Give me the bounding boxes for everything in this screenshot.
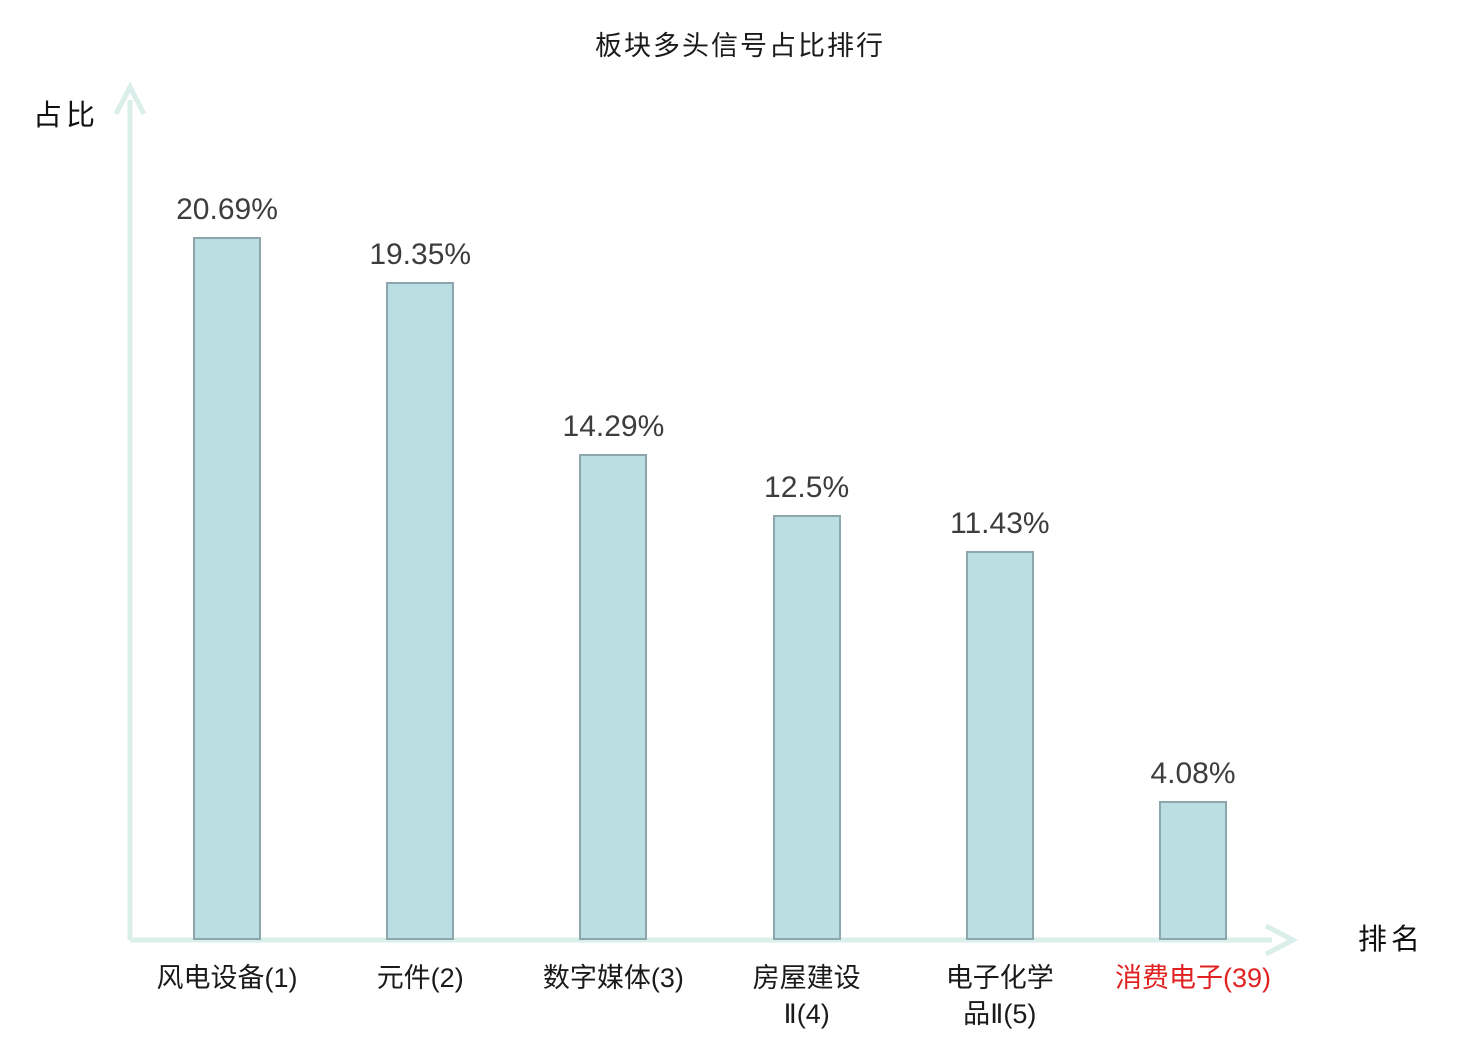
bar-category-label: 元件(2) bbox=[376, 963, 464, 993]
bar bbox=[772, 515, 841, 940]
y-axis-arrow-icon bbox=[113, 81, 147, 116]
bar bbox=[193, 236, 261, 940]
x-axis-arrow-icon bbox=[1264, 923, 1299, 957]
bar-category-label: 房屋建设 Ⅱ(4) bbox=[752, 963, 861, 1029]
bar-value-label: 20.69% bbox=[176, 192, 278, 226]
x-axis-label: 排名 bbox=[1358, 924, 1425, 956]
bar-category-label: 数字媒体(3) bbox=[542, 963, 684, 993]
bar-category-label: 电子化学 品Ⅱ(5) bbox=[945, 963, 1054, 1029]
y-axis-label: 占比 bbox=[33, 100, 100, 132]
bar-value-label: 19.35% bbox=[369, 238, 472, 272]
bar bbox=[965, 551, 1034, 940]
bar-value-label: 11.43% bbox=[950, 507, 1050, 541]
bar-value-label: 12.5% bbox=[764, 471, 850, 504]
bar-category-label: 消费电子(39) bbox=[1114, 963, 1272, 993]
bar-category-label: 风电设备(1) bbox=[156, 963, 298, 993]
bar-value-label: 4.08% bbox=[1150, 757, 1236, 791]
bar bbox=[386, 282, 455, 940]
bar-value-label: 14.29% bbox=[562, 410, 665, 444]
axis-lines bbox=[113, 81, 1299, 957]
bar bbox=[579, 454, 648, 940]
chart-title: 板块多头信号占比排行 bbox=[595, 31, 885, 61]
bar bbox=[1159, 801, 1227, 940]
